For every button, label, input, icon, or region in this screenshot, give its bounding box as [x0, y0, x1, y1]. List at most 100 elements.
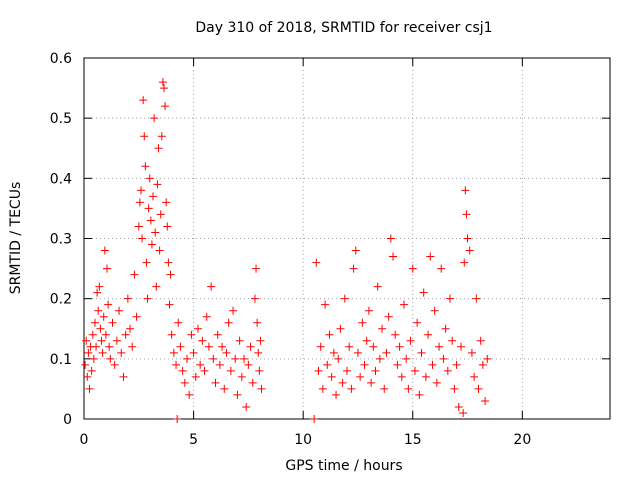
data-point [218, 342, 227, 351]
data-point [242, 402, 251, 411]
data-point [421, 372, 430, 381]
data-point [101, 330, 110, 339]
data-point [397, 372, 406, 381]
data-point [373, 282, 382, 291]
data-point [408, 264, 417, 273]
data-point [94, 306, 103, 315]
data-point [110, 360, 119, 369]
data-point [145, 174, 154, 183]
data-point [450, 384, 459, 393]
data-point [229, 306, 238, 315]
data-point [310, 415, 319, 423]
data-point [144, 204, 153, 213]
y-axis: 0 0.1 0.2 0.3 0.4 0.5 0.6 [50, 51, 610, 428]
data-point [164, 258, 173, 267]
data-point [156, 210, 165, 219]
data-point [167, 330, 176, 339]
data-point [139, 96, 148, 105]
data-point [364, 306, 373, 315]
data-point [185, 390, 194, 399]
data-point [483, 354, 492, 363]
data-point [215, 360, 224, 369]
grid [84, 58, 610, 419]
data-point [353, 348, 362, 357]
data-point [204, 342, 213, 351]
data-point [459, 408, 468, 417]
data-point [81, 360, 90, 369]
data-point [382, 348, 391, 357]
data-point [386, 234, 395, 243]
data-point [123, 294, 132, 303]
data-point [149, 192, 158, 201]
data-point [314, 366, 323, 375]
data-point [430, 306, 439, 315]
data-point [417, 348, 426, 357]
data-point [380, 384, 389, 393]
y-tick-label: 0.1 [50, 352, 72, 368]
data-point [472, 294, 481, 303]
data-point [446, 294, 455, 303]
data-point [389, 252, 398, 261]
data-point [233, 390, 242, 399]
data-point [462, 210, 471, 219]
y-tick-label: 0.6 [50, 51, 72, 67]
data-point [189, 348, 198, 357]
data-point [443, 366, 452, 375]
data-point [173, 415, 182, 423]
data-point [211, 378, 220, 387]
data-point [257, 384, 266, 393]
data-point [384, 312, 393, 321]
data-point [207, 282, 216, 291]
data-point [248, 378, 257, 387]
data-point [134, 222, 143, 231]
data-point [254, 348, 263, 357]
data-point [415, 390, 424, 399]
data-point [426, 252, 435, 261]
data-point [141, 162, 150, 171]
data-point [393, 360, 402, 369]
data-point [202, 312, 211, 321]
data-point [454, 402, 463, 411]
data-point [224, 318, 233, 327]
data-point [461, 186, 470, 195]
data-point [152, 282, 161, 291]
data-point [176, 342, 185, 351]
data-point [198, 336, 207, 345]
data-point [89, 354, 98, 363]
data-point [200, 366, 209, 375]
data-point [371, 366, 380, 375]
data-point [108, 318, 117, 327]
data-point [410, 366, 419, 375]
data-point [378, 324, 387, 333]
data-point [360, 360, 369, 369]
y-tick-label: 0.5 [50, 111, 72, 127]
data-point [142, 258, 151, 267]
data-point [343, 366, 351, 375]
y-tick-label: 0.2 [50, 292, 72, 308]
x-tick-label: 0 [80, 432, 89, 448]
data-point [87, 366, 96, 375]
data-point [117, 348, 126, 357]
data-point [183, 354, 192, 363]
data-point [312, 258, 321, 267]
data-point [404, 384, 413, 393]
data-point [84, 348, 93, 357]
data-point [255, 366, 264, 375]
data-point [196, 360, 205, 369]
x-tick-label: 15 [404, 432, 422, 448]
data-point [424, 330, 433, 339]
data-point [369, 342, 378, 351]
data-point [146, 216, 155, 225]
data-point [237, 372, 246, 381]
data-point [143, 294, 152, 303]
data-point [347, 384, 356, 393]
data-point [88, 330, 97, 339]
data-point [481, 396, 490, 405]
data-point [158, 78, 167, 87]
data-point [99, 312, 108, 321]
data-point [220, 384, 229, 393]
data-point [351, 246, 360, 255]
data-point [321, 300, 330, 309]
data-point [250, 294, 259, 303]
data-point [147, 240, 156, 249]
